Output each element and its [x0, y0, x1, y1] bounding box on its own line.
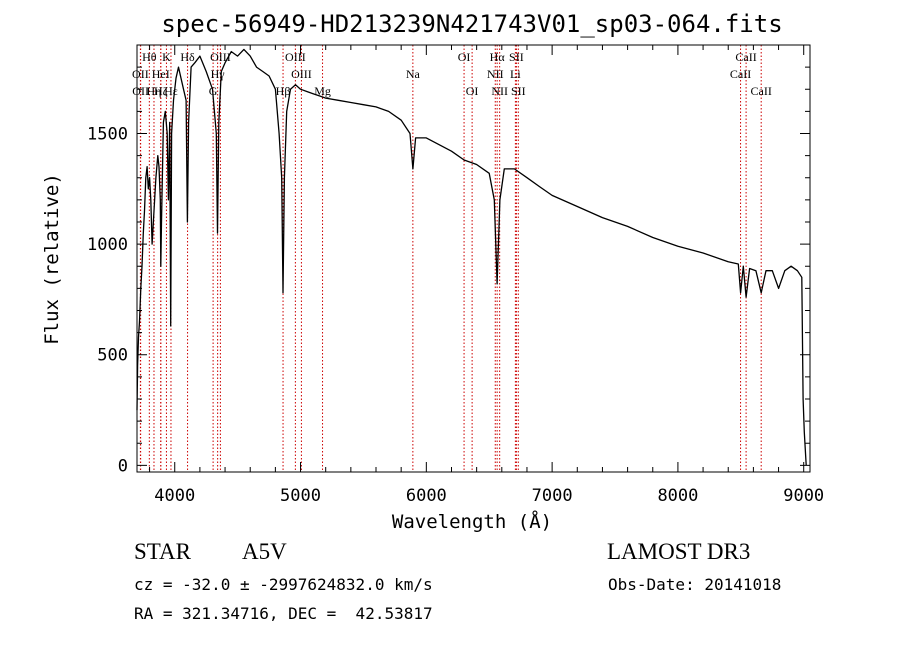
line-label-18: OI: [466, 84, 479, 98]
survey-name: LAMOST DR3: [607, 539, 751, 564]
line-label-4: HeI: [152, 67, 170, 81]
line-label-14: Hβ: [276, 84, 291, 98]
y-tick-label: 0: [118, 456, 128, 476]
axes: 4000 5000 6000 7000 8000 9000 0 500 1000 1500: [87, 44, 824, 506]
redshift-readout: cz = -32.0 ± -2997624832.0 km/s: [134, 575, 433, 594]
x-tick-label: 5000: [280, 486, 321, 506]
line-label-10: Hγ: [211, 67, 226, 81]
spectrum-line: [136, 48, 807, 466]
line-label-9: OIII: [210, 50, 231, 64]
line-label-0: Hθ: [142, 50, 157, 64]
object-class: STAR: [134, 539, 191, 564]
line-label-19: Hα: [490, 50, 506, 64]
x-tick-label: 9000: [783, 486, 824, 506]
line-label-6: Hδ: [180, 50, 195, 64]
x-axis-label: Wavelength (Å): [392, 510, 552, 533]
x-tick-label: 4000: [154, 486, 195, 506]
line-label-3: K: [162, 50, 171, 64]
line-label-12: OIII: [285, 50, 306, 64]
line-label-5: Hη: [147, 84, 162, 98]
line-label-23: NII: [491, 84, 508, 98]
line-label-26: CaII: [730, 67, 751, 81]
plot-frame: [136, 44, 811, 473]
x-tick-label: 6000: [406, 486, 447, 506]
line-label-8: Hε: [164, 84, 178, 98]
line-label-1: OII: [132, 67, 149, 81]
x-tick-label: 8000: [657, 486, 698, 506]
line-label-2: OII: [132, 84, 149, 98]
spectral-line-markers: [139, 45, 762, 472]
line-label-15: Mg: [314, 84, 331, 98]
line-label-27: CaII: [751, 84, 772, 98]
y-tick-label: 1500: [87, 124, 128, 144]
line-label-22: Li: [510, 67, 521, 81]
line-label-16: Na: [406, 67, 421, 81]
line-label-13: OIII: [291, 67, 312, 81]
spectrum-series: [136, 48, 807, 466]
chart-title: spec-56949-HD213239N421743V01_sp03-064.f…: [161, 10, 782, 38]
y-tick-label: 1000: [87, 235, 128, 255]
x-tick-label: 7000: [532, 486, 573, 506]
observation-date: Obs-Date: 20141018: [608, 575, 782, 594]
line-label-24: SII: [511, 84, 526, 98]
coordinates-readout: RA = 321.34716, DEC = 42.53817: [134, 604, 433, 623]
y-tick-label: 500: [97, 346, 128, 366]
y-axis-label: Flux (relative): [41, 173, 63, 345]
line-label-21: NII: [487, 67, 504, 81]
line-label-20: SII: [509, 50, 524, 64]
line-label-25: CaII: [735, 50, 756, 64]
line-label-17: OI: [458, 50, 471, 64]
line-label-7: Hζ: [154, 84, 168, 98]
object-subclass: A5V: [242, 539, 287, 564]
